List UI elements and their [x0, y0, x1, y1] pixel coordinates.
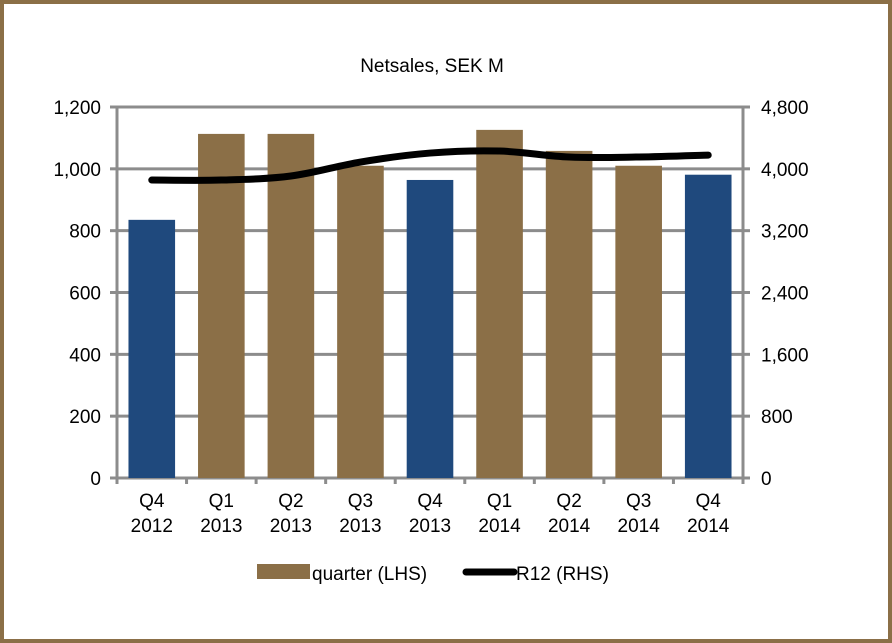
bar — [545, 150, 593, 478]
right-tick-label: 1,600 — [761, 345, 809, 366]
bar — [267, 133, 315, 478]
x-label-quarter: Q2 — [278, 491, 303, 512]
left-tick-label: 200 — [69, 407, 101, 428]
x-label-year: 2014 — [548, 516, 591, 537]
chart-title: Netsales, SEK M — [360, 56, 504, 77]
x-label-year: 2014 — [687, 516, 730, 537]
right-tick-label: 2,400 — [761, 284, 809, 305]
left-tick-label: 600 — [69, 284, 101, 305]
x-label-year: 2013 — [409, 516, 451, 537]
right-tick-label: 3,200 — [761, 222, 809, 243]
legend-label-r12: R12 (RHS) — [516, 564, 609, 585]
x-label-quarter: Q4 — [696, 491, 722, 512]
bar-series — [128, 129, 732, 479]
x-label-year: 2013 — [339, 516, 381, 537]
right-axis-labels: 0 800 1,600 2,400 3,200 4,000 4,800 — [761, 98, 809, 490]
x-label-year: 2013 — [270, 516, 312, 537]
right-tick-label: 800 — [761, 407, 793, 428]
x-label-year: 2012 — [131, 516, 173, 537]
x-label-quarter: Q1 — [209, 491, 234, 512]
legend-swatch-quarter — [257, 564, 310, 579]
bar — [406, 179, 454, 479]
r12-line — [148, 147, 712, 184]
left-tick-label: 1,200 — [53, 98, 101, 119]
left-tick-label: 400 — [69, 345, 101, 366]
legend-label-quarter: quarter (LHS) — [312, 564, 427, 585]
x-label-quarter: Q4 — [139, 491, 165, 512]
left-tick-label: 0 — [90, 469, 101, 490]
x-label-quarter: Q3 — [348, 491, 373, 512]
bar — [684, 174, 732, 478]
left-tick-label: 1,000 — [53, 160, 101, 181]
bar — [128, 219, 176, 479]
left-axis-labels: 0 200 400 600 800 1,000 1,200 — [53, 98, 101, 490]
right-tick-label: 0 — [761, 469, 772, 490]
line-series — [148, 147, 712, 184]
bar — [476, 129, 523, 478]
legend: quarter (LHS) R12 (RHS) — [257, 564, 609, 585]
right-tick-label: 4,800 — [761, 98, 809, 119]
x-label-year: 2014 — [478, 516, 521, 537]
bar — [337, 165, 384, 478]
bar — [198, 133, 245, 478]
x-label-year: 2014 — [618, 516, 661, 537]
x-label-year: 2013 — [200, 516, 242, 537]
right-tick-label: 4,000 — [761, 160, 809, 181]
left-tick-label: 800 — [69, 222, 101, 243]
x-label-quarter: Q2 — [556, 491, 581, 512]
bar — [615, 165, 662, 478]
x-label-quarter: Q4 — [417, 491, 443, 512]
x-label-quarter: Q1 — [487, 491, 512, 512]
x-label-quarter: Q3 — [626, 491, 651, 512]
x-axis-labels: Q4 2012 Q1 2013 Q2 2013 Q3 2013 Q4 2013 Q1 2014 Q2 20… — [131, 491, 730, 537]
